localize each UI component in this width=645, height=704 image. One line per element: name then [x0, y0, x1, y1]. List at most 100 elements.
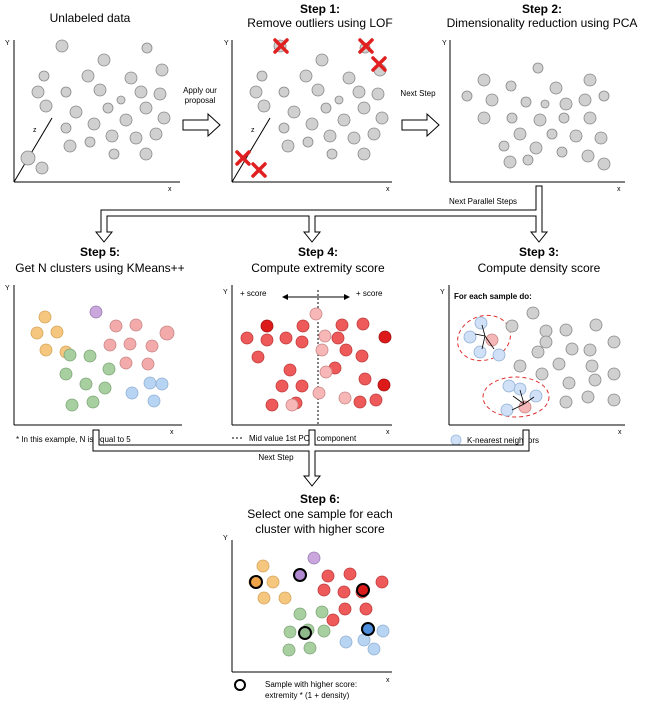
scatter-point — [320, 102, 332, 114]
x-axis-label: x — [168, 186, 172, 193]
x-axis-label: x — [386, 429, 390, 436]
arrow-right-icon — [344, 294, 350, 300]
selected-sample-marker — [298, 626, 312, 640]
scatter-point — [546, 128, 558, 140]
scatter-point — [260, 319, 274, 333]
scatter-point — [249, 85, 263, 99]
scatter-point — [558, 112, 570, 124]
scatter-point — [367, 127, 381, 141]
panel-unlabeled: Unlabeled data Y x z — [5, 11, 180, 193]
scatter-point — [474, 316, 488, 330]
scatter-point — [39, 343, 53, 357]
scatter-point — [89, 305, 103, 319]
knn-arrows — [474, 324, 535, 411]
scatter-point — [473, 345, 487, 359]
panel-title-line2: cluster with higher score — [255, 522, 385, 536]
scatter-point — [343, 567, 357, 581]
scatter-point — [337, 585, 351, 599]
scatter-point — [84, 136, 96, 148]
step-label: Step 1: — [300, 2, 340, 16]
neighborhood-ellipse — [457, 314, 511, 362]
scatter-point — [535, 367, 549, 381]
scatter-point — [539, 324, 553, 338]
scatter-point — [376, 624, 390, 638]
scatter-point — [318, 329, 332, 343]
x-axis-label: x — [617, 186, 621, 193]
arrow-left-icon — [282, 294, 288, 300]
scatter-point — [522, 154, 534, 166]
scatter-point — [109, 319, 123, 333]
scatter-point — [55, 39, 69, 53]
scatter-point — [315, 53, 329, 67]
scatter-point — [342, 71, 356, 85]
scatter-point — [251, 350, 265, 364]
scatter-point — [293, 607, 307, 621]
scatter-point — [119, 356, 133, 370]
outlier-x-icon — [371, 56, 387, 72]
z-axis-line — [231, 117, 271, 183]
scatter-point — [283, 625, 297, 639]
scatter-point — [559, 395, 573, 409]
scatter-point — [278, 591, 292, 605]
right-arrow-icon — [401, 112, 440, 138]
scatter-point — [371, 87, 385, 101]
cluster-points — [30, 305, 175, 412]
legend-selected-marker — [234, 679, 246, 691]
scatter-point — [331, 331, 345, 345]
panel-title-line1: Select one sample for each — [247, 507, 392, 521]
scatter-point — [356, 317, 370, 331]
panel-step4: Step 4: Compute extremity score Y x + sc… — [223, 245, 392, 443]
scatter-point — [505, 319, 519, 333]
scatter-point — [20, 150, 36, 166]
panel-step5: Step 5: Get N clusters using KMeans++ Y … — [5, 245, 185, 444]
neighborhood-ellipse — [482, 376, 550, 418]
scatter-point — [299, 69, 313, 83]
scatter-point — [505, 80, 517, 92]
scatter-point — [589, 318, 603, 332]
arrow-label: Next Step — [400, 89, 436, 98]
scatter-point — [116, 95, 126, 105]
scatter-point — [559, 97, 573, 111]
score-label-left: + score — [240, 289, 267, 298]
y-axis-label: Y — [440, 289, 445, 296]
scatter-point — [565, 342, 579, 356]
scatter-point — [539, 335, 553, 349]
scatter-point — [607, 367, 621, 381]
y-axis-label: Y — [224, 40, 229, 47]
legend-text: K-nearest neighbors — [467, 436, 539, 445]
scatter-point — [335, 318, 349, 332]
scatter-point — [143, 376, 157, 390]
scatter-point — [86, 395, 100, 409]
scatter-points — [20, 39, 171, 175]
arrow-label: Next Parallel Steps — [449, 197, 517, 206]
scatter-point — [279, 331, 293, 345]
scatter-point — [500, 403, 514, 417]
legend-line1: Sample with higher score: — [265, 680, 357, 689]
scatter-point — [159, 325, 175, 341]
scatter-point — [282, 643, 296, 657]
scatter-point — [518, 400, 532, 414]
selected-points — [248, 551, 390, 657]
outlier-x-icon — [358, 38, 374, 54]
arrow-label: Next Step — [258, 453, 294, 462]
scatter-point — [240, 331, 254, 345]
selected-sample-marker — [249, 575, 263, 589]
scatter-point — [583, 111, 597, 125]
scatter-point — [369, 393, 383, 407]
scatter-point — [503, 155, 517, 169]
panel-step6: Step 6: Select one sample for each clust… — [223, 492, 393, 700]
scatter-point — [461, 90, 473, 102]
scatter-point — [326, 148, 338, 160]
scatter-point — [358, 372, 372, 386]
scatter-point — [513, 359, 527, 373]
scatter-point — [278, 86, 290, 98]
panel-step3: Step 3: Compute density score Y x For ea… — [440, 245, 625, 446]
scatter-point — [531, 345, 545, 359]
scatter-point — [129, 318, 143, 332]
scatter-point — [311, 83, 325, 97]
scatter-point — [359, 602, 373, 616]
scatter-point — [59, 367, 73, 381]
scatter-point — [357, 147, 371, 161]
scatter-point — [38, 70, 50, 82]
scatter-point — [526, 306, 540, 320]
